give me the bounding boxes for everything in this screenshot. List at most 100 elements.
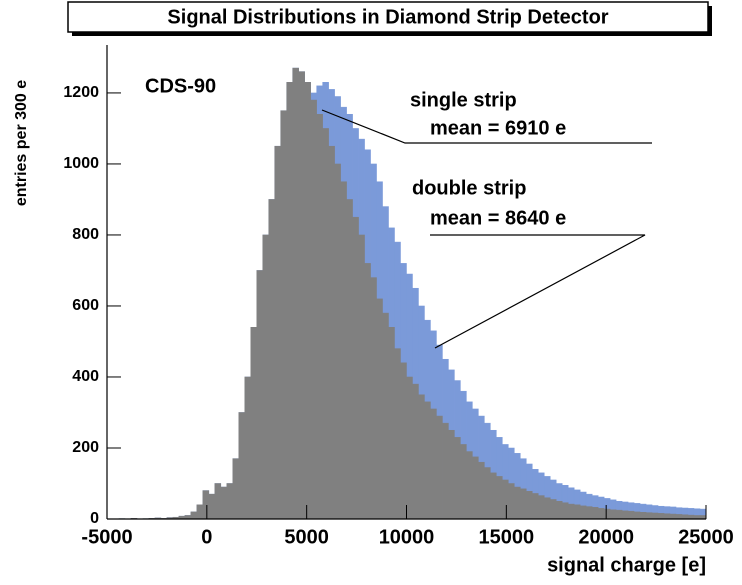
bar <box>615 509 623 520</box>
bar <box>639 512 647 520</box>
bar <box>418 394 425 520</box>
bar <box>328 145 335 520</box>
bar <box>514 486 521 520</box>
bar <box>597 508 605 520</box>
bar <box>460 444 467 520</box>
bar <box>490 472 497 520</box>
bar <box>388 327 395 520</box>
x-tick-label: -5000 <box>81 526 132 548</box>
bar <box>556 500 563 520</box>
bar <box>663 513 671 520</box>
bar <box>573 504 581 520</box>
bar <box>190 511 198 520</box>
bar <box>352 216 359 520</box>
bar <box>238 412 246 520</box>
bar <box>250 327 257 520</box>
x-tick-label: 10000 <box>379 526 435 548</box>
bar <box>400 362 407 520</box>
chart-title: Signal Distributions in Diamond Strip De… <box>167 6 608 28</box>
y-tick-label: 1000 <box>63 155 99 172</box>
bar <box>681 514 689 520</box>
bar <box>208 493 216 520</box>
bar <box>226 483 234 520</box>
bar <box>496 476 503 520</box>
bar <box>262 234 269 520</box>
x-tick-label: 20000 <box>578 526 634 548</box>
bar <box>202 490 210 520</box>
bar <box>394 348 401 520</box>
bar <box>430 408 437 520</box>
bar <box>627 510 635 520</box>
bar <box>424 401 431 520</box>
bar <box>645 512 653 520</box>
bar <box>538 495 545 520</box>
bar <box>232 458 240 520</box>
bar <box>484 467 491 520</box>
bar <box>544 497 551 520</box>
bar <box>675 514 683 520</box>
bar <box>244 376 252 520</box>
bar <box>274 145 281 520</box>
bar <box>567 503 575 520</box>
bar <box>358 234 365 520</box>
bar <box>286 82 293 520</box>
bar <box>268 199 275 520</box>
x-tick-label: 25000 <box>678 526 734 548</box>
x-tick-label: 15000 <box>479 526 535 548</box>
annotation: double strip <box>412 177 526 199</box>
bar <box>382 312 389 520</box>
bar <box>442 422 449 520</box>
x-tick-label: 0 <box>201 526 212 548</box>
y-tick-label: 800 <box>72 226 99 243</box>
bar <box>621 510 629 520</box>
bar <box>591 507 599 520</box>
bar <box>298 71 305 520</box>
y-tick-label: 400 <box>72 368 99 385</box>
bar <box>651 512 659 520</box>
bar <box>412 383 419 520</box>
bar <box>256 270 263 520</box>
bar <box>196 504 204 520</box>
y-tick-label: 600 <box>72 297 99 314</box>
bar <box>526 491 533 520</box>
bar <box>550 499 557 520</box>
bar <box>322 128 329 520</box>
bar <box>609 509 617 520</box>
bar <box>304 82 311 520</box>
bar <box>448 429 455 520</box>
bar <box>532 493 539 520</box>
bar <box>310 99 317 520</box>
bar <box>214 483 222 520</box>
bar <box>561 502 569 520</box>
bar <box>316 113 323 520</box>
y-tick-label: 200 <box>72 439 99 456</box>
bar <box>454 437 461 520</box>
plot-area <box>118 67 707 520</box>
bar <box>520 488 527 520</box>
bar <box>346 199 353 520</box>
annotation: mean = 8640 e <box>430 207 566 229</box>
y-tick-label: 1200 <box>63 84 99 101</box>
bar <box>436 415 443 520</box>
annotation: mean = 6910 e <box>430 117 566 139</box>
annotation: CDS-90 <box>145 75 216 97</box>
bar <box>364 263 371 520</box>
bar <box>633 511 641 520</box>
bar <box>657 513 665 520</box>
bar <box>466 451 473 520</box>
x-tick-label: 5000 <box>284 526 329 548</box>
bar <box>220 486 228 520</box>
leader-line <box>321 109 652 144</box>
leader-line <box>430 234 646 349</box>
x-axis-label: signal charge [e] <box>547 554 706 576</box>
bar <box>669 513 677 520</box>
bar <box>334 163 341 520</box>
bar <box>472 456 479 520</box>
bar <box>603 508 611 520</box>
annotation: single strip <box>410 89 517 111</box>
bar <box>478 461 485 520</box>
bar <box>502 479 509 520</box>
y-tick-label: 0 <box>90 510 99 527</box>
bar <box>370 277 377 520</box>
